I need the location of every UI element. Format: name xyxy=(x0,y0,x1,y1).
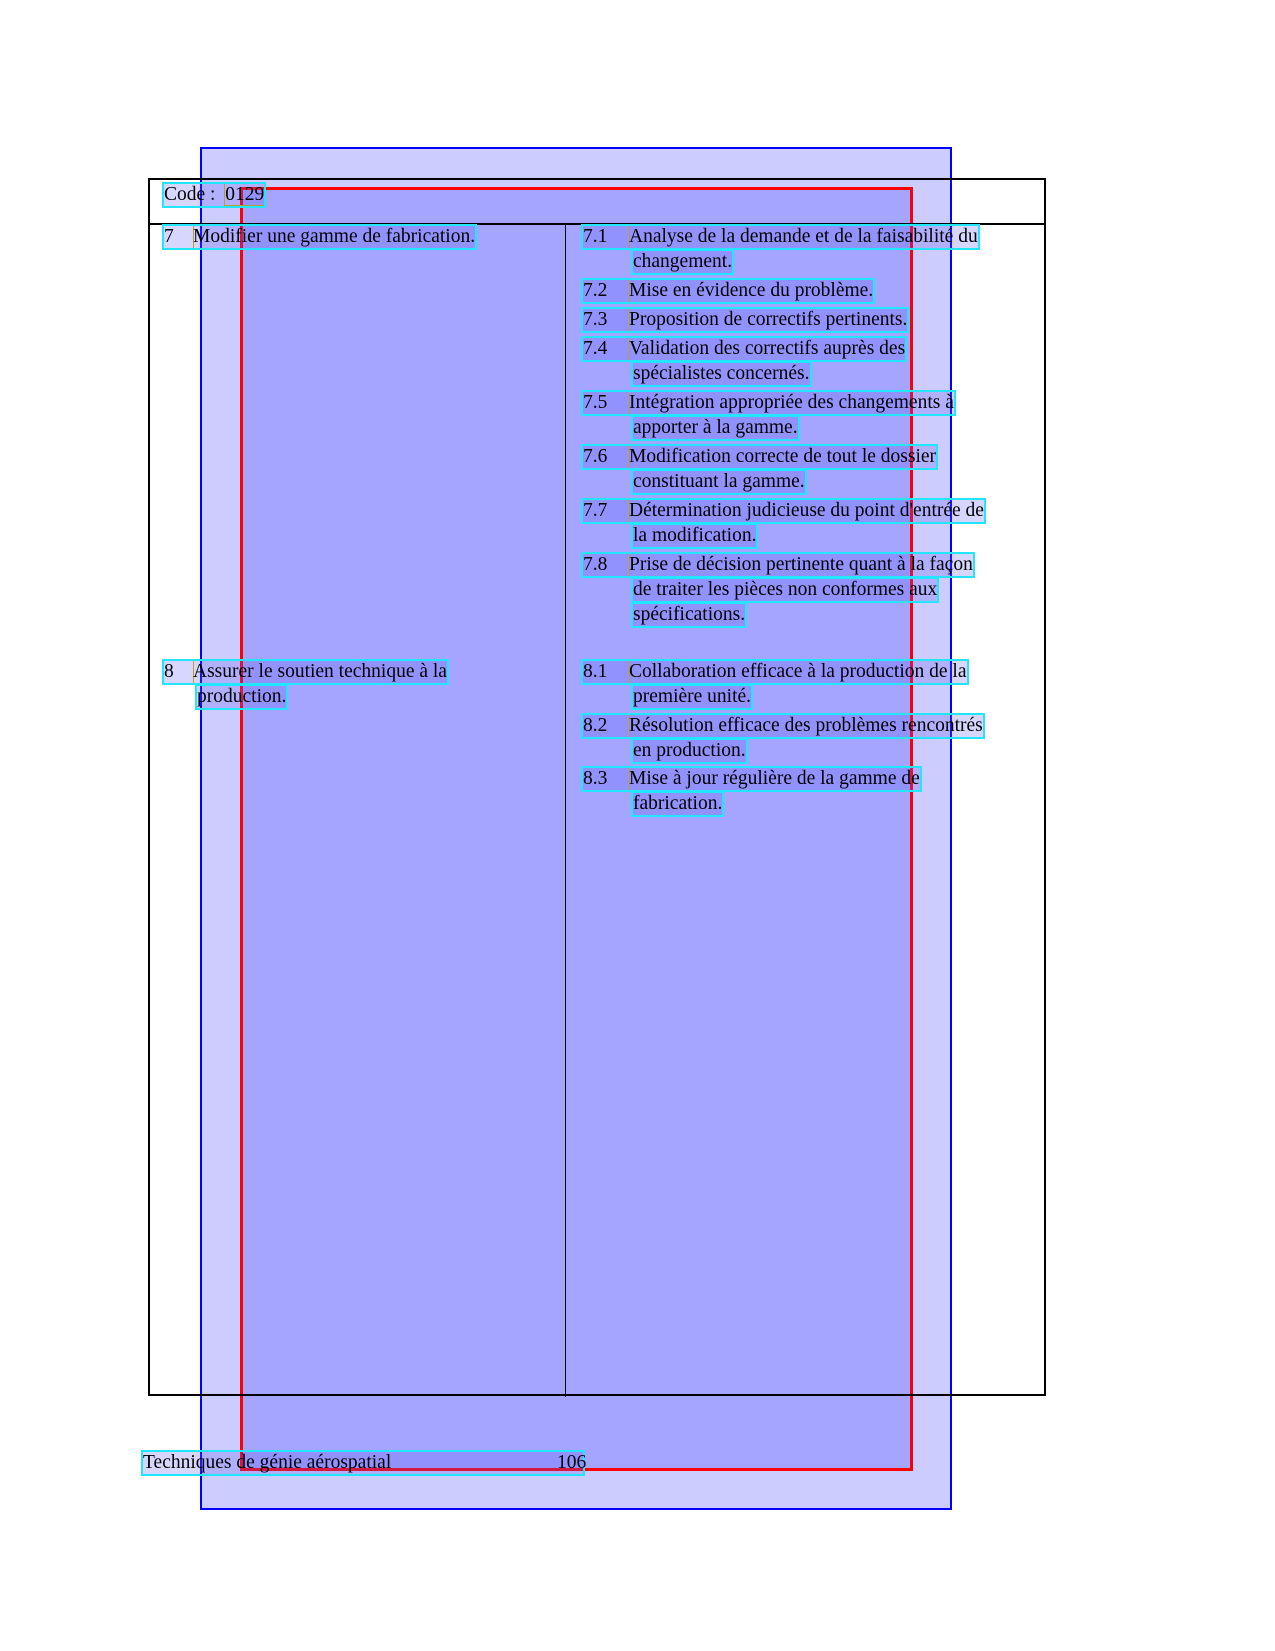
competency-table xyxy=(148,178,1046,1396)
item-text: Validation des correctifs auprès des xyxy=(629,338,906,359)
list-item-line: en production. xyxy=(631,738,748,764)
list-item-line: 8.3 Mise à jour régulière de la gamme de xyxy=(581,766,922,792)
list-item-line: changement. xyxy=(630,249,735,275)
list-item-line: 7.8 Prise de décision pertinente quant à … xyxy=(581,552,975,578)
list-item-line: 7.2 Mise en évidence du problème. xyxy=(580,278,876,304)
header-divider xyxy=(148,223,1046,225)
item-number: 7.8 xyxy=(582,553,630,577)
inner-layout-region xyxy=(240,187,913,1471)
item-text: apporter à la gamme. xyxy=(633,417,798,438)
code-line: Code : 0129 xyxy=(161,182,267,208)
item-number: 7.5 xyxy=(582,391,630,415)
item-text: Analyse de la demande et de la faisabili… xyxy=(629,226,978,247)
list-item-line: 7.6 Modification correcte de tout le doss… xyxy=(580,444,939,470)
list-item-line: 8.1 Collaboration efficace à la productio… xyxy=(581,659,969,685)
list-item-line: 8 Assurer le soutien technique à la xyxy=(162,659,449,685)
list-item-line: apporter à la gamme. xyxy=(631,415,800,441)
list-item-line: de traiter les pièces non conformes aux xyxy=(630,577,940,603)
item-text: Modification correcte de tout le dossier xyxy=(629,446,937,467)
footer-page-number: 106 xyxy=(557,1452,587,1473)
item-text: Assurer le soutien technique à la xyxy=(193,661,447,682)
item-text: Proposition de correctifs pertinents. xyxy=(629,309,908,330)
list-item-line: 7.3 Proposition de correctifs pertinents. xyxy=(580,307,910,333)
footer-title: Techniques de génie aérospatial xyxy=(143,1452,392,1473)
item-text: Détermination judicieuse du point d'entr… xyxy=(629,500,984,521)
item-number: 7.7 xyxy=(582,499,630,523)
list-item-line: production. xyxy=(194,684,289,710)
item-text: la modification. xyxy=(633,525,757,546)
code-value: 0129 xyxy=(224,183,266,206)
item-text: Mise en évidence du problème. xyxy=(629,280,874,301)
item-number: 8 xyxy=(163,660,194,684)
item-number: 8.1 xyxy=(582,660,630,684)
item-text: spécialistes concernés. xyxy=(633,363,810,384)
list-item-line: spécialistes concernés. xyxy=(631,361,812,387)
footer: Techniques de génie aérospatial 106 xyxy=(141,1450,587,1476)
item-text: production. xyxy=(197,686,287,707)
item-number: 7.4 xyxy=(582,337,630,361)
list-item-line: fabrication. xyxy=(630,791,725,817)
item-text: changement. xyxy=(633,251,733,272)
list-item-line: première unité. xyxy=(630,684,754,710)
item-text: Prise de décision pertinente quant à la … xyxy=(629,554,973,575)
list-item-line: 8.2 Résolution efficace des problèmes ren… xyxy=(581,713,985,739)
item-number: 8.2 xyxy=(582,714,630,738)
item-number: 7.2 xyxy=(582,279,630,303)
item-number: 7 xyxy=(163,225,194,249)
list-item-line: 7.1 Analyse de la demande et de la faisab… xyxy=(581,224,980,250)
item-text: constituant la gamme. xyxy=(633,471,805,492)
item-text: Collaboration efficace à la production d… xyxy=(629,661,967,682)
list-item-line: 7 Modifier une gamme de fabrication. xyxy=(161,224,478,250)
code-label: Code : xyxy=(164,184,216,205)
list-item-line: la modification. xyxy=(630,523,759,549)
list-item-line: spécifications. xyxy=(630,602,748,628)
list-item-line: constituant la gamme. xyxy=(631,469,807,495)
item-number: 7.3 xyxy=(582,308,630,332)
item-number: 8.3 xyxy=(582,767,630,791)
item-text: Intégration appropriée des changements à xyxy=(629,392,954,413)
item-number: 7.1 xyxy=(582,225,630,249)
list-item-line: 7.4 Validation des correctifs auprès des xyxy=(580,336,908,362)
list-item-line: 7.5 Intégration appropriée des changement… xyxy=(581,390,956,416)
item-number: 7.6 xyxy=(582,445,630,469)
column-divider xyxy=(565,225,566,1397)
item-text: spécifications. xyxy=(633,604,746,625)
list-item-line: 7.7 Détermination judicieuse du point d'e… xyxy=(581,498,986,524)
item-text: fabrication. xyxy=(633,793,723,814)
item-text: Mise à jour régulière de la gamme de xyxy=(629,768,920,789)
item-text: Résolution efficace des problèmes rencon… xyxy=(629,715,983,736)
item-text: de traiter les pièces non conformes aux xyxy=(633,579,938,600)
item-text: en production. xyxy=(633,740,746,761)
item-text: première unité. xyxy=(633,686,752,707)
item-text: Modifier une gamme de fabrication. xyxy=(193,226,476,247)
